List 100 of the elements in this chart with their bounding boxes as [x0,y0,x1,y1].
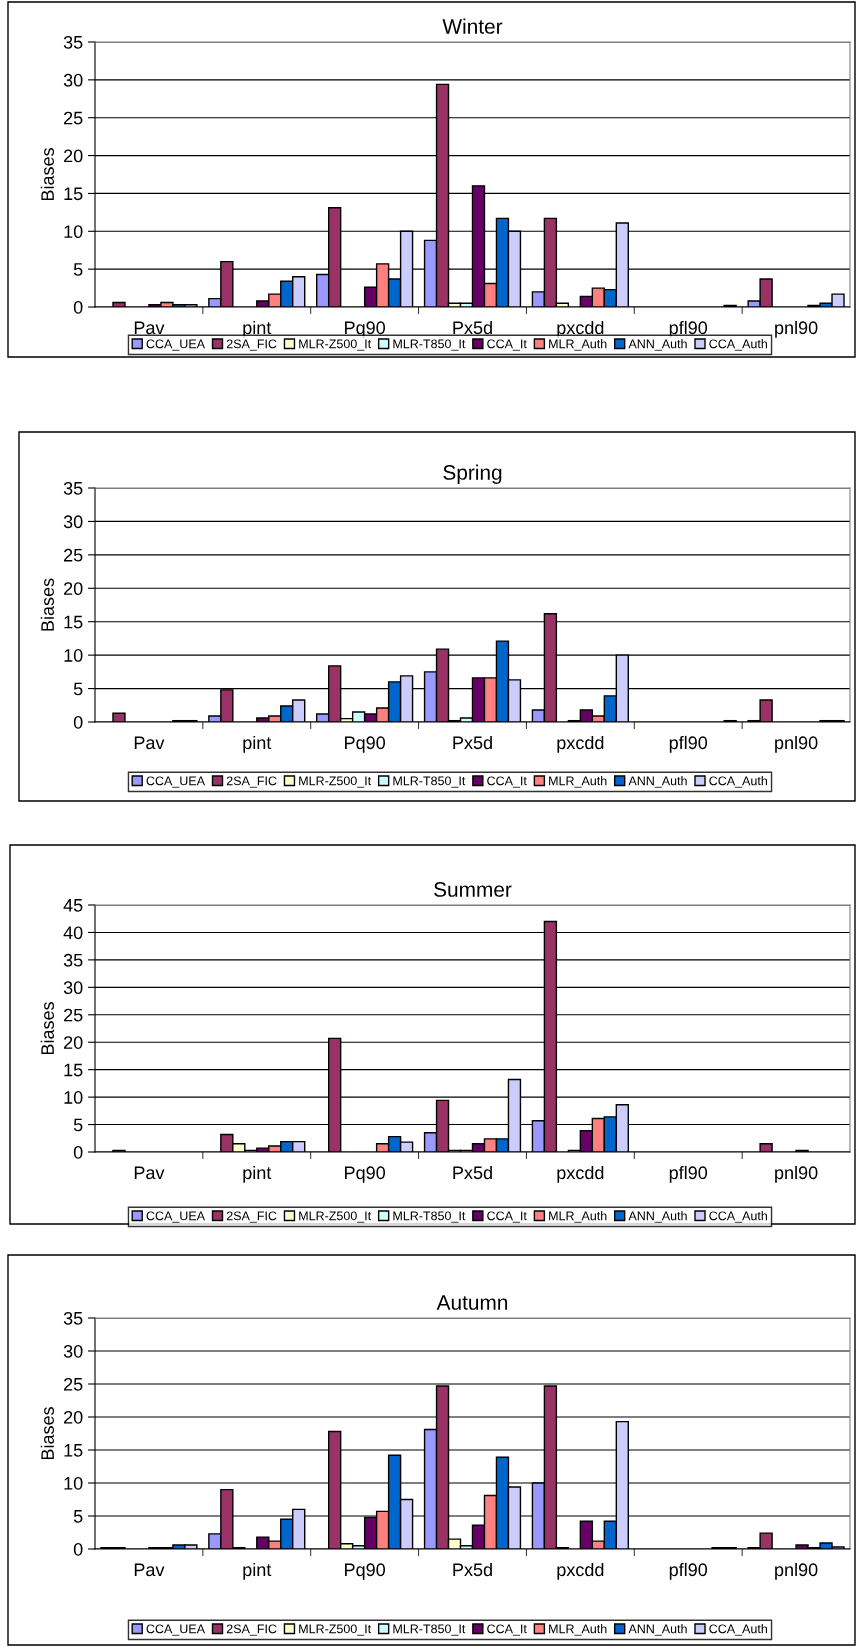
y-axis-title: Biases [40,148,54,201]
x-tick-label: Pav [134,736,165,750]
chart-title: Summer [434,882,512,897]
y-tick-label: 20 [64,1410,83,1424]
legend-label: MLR_Auth [549,1624,607,1636]
y-tick-label: 10 [64,649,83,662]
legend-label: MLR-Z500_It [299,1624,372,1636]
legend-label: ANN_Auth [628,339,687,351]
y-tick-label: 20 [64,149,83,163]
legend-label: CCA_UEA [146,339,205,351]
y-tick-label: 15 [64,1063,83,1077]
chart-title: Winter [442,18,503,34]
x-tick-label: pnl90 [775,1562,818,1580]
y-axis-title: Biases [40,578,54,631]
legend-label: MLR-T850_It [393,1624,466,1636]
x-tick-label: pint [243,735,272,753]
x-tick-label: Pq90 [345,321,386,338]
legend-label: CCA_It [487,339,527,351]
x-tick-label: Pav [134,1563,165,1577]
x-tick-label: Px5d [453,735,492,750]
legend-label: MLR-Z500_It [299,776,372,788]
y-tick-label: 25 [64,111,83,125]
legend-label: 2SA_FIC [226,776,277,788]
y-tick-label: 35 [63,1311,83,1325]
y-tick-label: 20 [64,1036,83,1049]
legend-label: ANN_Auth [628,1211,687,1223]
y-axis-title: Biases [40,1002,54,1055]
legend-label: CCA_It [487,1624,527,1636]
y-tick-label: 15 [64,187,83,201]
x-tick-label: pfl90 [669,1165,708,1183]
y-tick-label: 10 [64,1476,83,1490]
y-tick-label: 5 [73,682,83,696]
y-tick-label: 5 [73,1510,83,1523]
y-tick-label: 30 [63,515,83,529]
y-tick-label: 0 [73,300,83,314]
y-tick-label: 0 [73,1542,83,1556]
legend-label: ANN_Auth [628,776,687,788]
x-tick-label: pint [243,320,272,338]
x-tick-label: Pq90 [345,736,386,753]
legend-label: ANN_Auth [628,1624,687,1636]
y-tick-label: 35 [63,481,83,495]
x-tick-label: Px5d [453,1165,492,1180]
chart-title: Autumn [436,1295,508,1310]
y-tick-label: 0 [73,715,83,729]
x-tick-label: Px5d [453,1562,492,1577]
y-tick-label: 25 [64,1008,83,1022]
x-tick-label: pint [243,1562,272,1580]
y-tick-label: 15 [64,1444,83,1457]
legend-label: CCA_UEA [146,1211,205,1223]
x-tick-label: pnl90 [775,1165,818,1183]
legend-label: MLR-Z500_It [299,1211,372,1223]
legend-label: CCA_Auth [709,776,767,788]
y-tick-label: 10 [64,1091,83,1104]
x-tick-label: Pav [134,321,165,335]
legend-label: CCA_UEA [146,776,205,788]
x-tick-label: pnl90 [775,735,818,753]
legend-label: CCA_It [487,1211,527,1223]
y-tick-label: 5 [73,263,83,276]
y-tick-label: 5 [73,1118,83,1132]
x-tick-label: Pq90 [345,1563,386,1580]
legend-label: MLR_Auth [549,776,607,788]
chart-title: Spring [443,464,502,484]
y-tick-label: 40 [63,926,83,940]
x-tick-label: pint [243,1165,272,1183]
legend-label: 2SA_FIC [226,1624,277,1636]
legend-label: MLR_Auth [549,1211,607,1223]
legend-label: CCA_Auth [709,339,767,351]
x-tick-label: pxcdd [557,1165,604,1183]
y-tick-label: 0 [73,1145,83,1159]
y-tick-label: 25 [64,548,83,562]
x-tick-label: pfl90 [669,1562,708,1580]
y-tick-label: 10 [64,225,83,239]
y-tick-label: 25 [64,1377,83,1391]
legend-label: MLR_Auth [549,339,607,351]
y-axis-title: Biases [40,1407,54,1460]
legend-label: 2SA_FIC [226,339,277,351]
x-tick-label: Pq90 [345,1166,386,1183]
x-tick-label: Pav [134,1166,165,1180]
x-tick-label: pxcdd [557,735,604,753]
y-tick-label: 35 [63,953,83,967]
y-tick-label: 15 [64,615,83,629]
x-tick-label: pxcdd [557,1562,604,1580]
legend-label: CCA_Auth [709,1624,767,1636]
y-tick-label: 30 [63,1344,83,1358]
y-tick-label: 20 [64,582,83,596]
x-tick-label: Px5d [453,320,492,335]
legend-label: 2SA_FIC [226,1211,277,1223]
y-tick-label: 30 [63,981,83,995]
y-tick-label: 30 [63,73,83,87]
legend-label: CCA_It [487,776,527,788]
legend-label: MLR-T850_It [393,339,466,351]
legend-label: MLR-T850_It [393,1211,466,1223]
x-tick-label: pnl90 [775,320,818,338]
legend-label: MLR-T850_It [393,776,466,788]
legend-label: CCA_Auth [709,1211,767,1223]
x-tick-label: pfl90 [669,320,708,338]
legend-label: MLR-Z500_It [299,339,372,351]
y-tick-label: 45 [63,899,83,912]
legend-label: CCA_UEA [146,1624,205,1636]
x-tick-label: pxcdd [557,320,604,338]
